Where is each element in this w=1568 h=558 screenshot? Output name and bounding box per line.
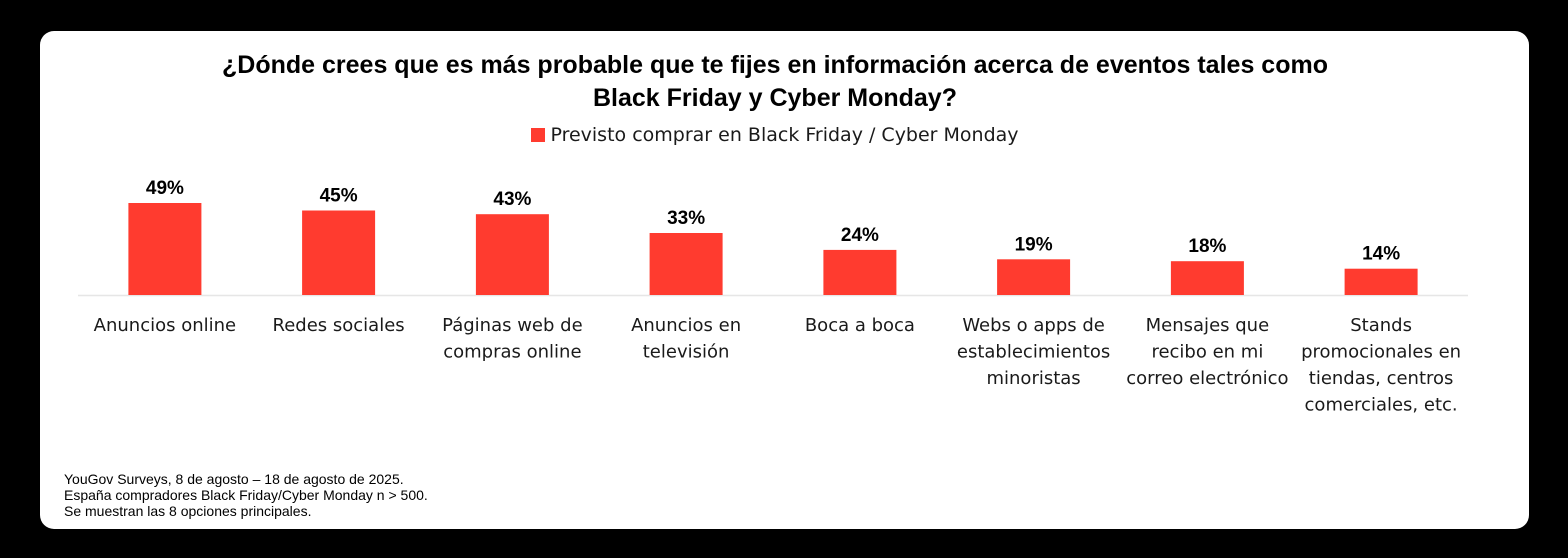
data-label: 43% bbox=[493, 189, 531, 210]
category-label-line: Stands bbox=[1350, 315, 1412, 336]
category-label-line: Mensajes que bbox=[1146, 315, 1270, 336]
category-label: Webs o apps de establecimientos minoristas bbox=[957, 315, 1110, 389]
category-label-line: Webs o apps de bbox=[962, 315, 1105, 336]
category-label: Redes sociales bbox=[273, 315, 405, 336]
bar bbox=[649, 233, 723, 295]
footnote: YouGov Surveys, 8 de agosto – 18 de agos… bbox=[64, 471, 428, 519]
category-label: Anuncios online bbox=[94, 315, 236, 336]
footnote-line-2: España compradores Black Friday/Cyber Mo… bbox=[64, 487, 428, 503]
category-label: Anuncios en televisión bbox=[631, 315, 741, 363]
category-label-line: comerciales, etc. bbox=[1305, 395, 1458, 416]
category-label-line: Páginas web de bbox=[442, 315, 582, 336]
chart-title-line-2: Black Friday y Cyber Monday? bbox=[592, 84, 957, 112]
legend-swatch bbox=[531, 128, 546, 142]
category-label: Boca a boca bbox=[805, 315, 915, 336]
bar bbox=[823, 249, 897, 295]
category-label: Mensajes que recibo en mi correo electróni… bbox=[1126, 315, 1288, 389]
data-label: 33% bbox=[667, 208, 705, 229]
bar-chart: 49% Anuncios online 45% Redes sociales 43% Pá… bbox=[78, 178, 1468, 416]
bar bbox=[128, 203, 202, 295]
data-label: 24% bbox=[841, 225, 879, 246]
data-label: 49% bbox=[146, 178, 184, 199]
category-label: Páginas web de compras online bbox=[442, 315, 582, 363]
legend-label: Previsto comprar en Black Friday / Cyber… bbox=[550, 124, 1019, 146]
category-label-line: recibo en mi bbox=[1151, 342, 1263, 363]
bar bbox=[475, 214, 549, 295]
chart-legend: Previsto comprar en Black Friday / Cyber… bbox=[40, 123, 1510, 147]
bar bbox=[302, 210, 376, 295]
category-label-line: televisión bbox=[643, 342, 730, 363]
category-label-line: establecimientos bbox=[957, 342, 1110, 363]
footnote-line-3: Se muestran las 8 opciones principales. bbox=[64, 503, 312, 519]
chart-title: ¿Dónde crees que es más probable que te … bbox=[40, 49, 1510, 115]
category-label-line: promocionales en bbox=[1301, 342, 1461, 363]
category-label-line: compras online bbox=[443, 342, 581, 363]
category-label-line: Boca a boca bbox=[805, 315, 915, 336]
category-label-line: Anuncios online bbox=[94, 315, 236, 336]
category-label-line: correo electrónico bbox=[1126, 368, 1288, 389]
data-label: 14% bbox=[1362, 244, 1400, 265]
data-label: 45% bbox=[320, 186, 358, 207]
chart-card: ¿Dónde crees que es más probable que te … bbox=[40, 31, 1529, 529]
data-label: 18% bbox=[1188, 236, 1226, 257]
category-label-line: minoristas bbox=[986, 368, 1080, 389]
category-label: Stands promocionales en tiendas, centros co… bbox=[1301, 315, 1461, 416]
category-label-line: tiendas, centros bbox=[1309, 368, 1454, 389]
bar bbox=[997, 259, 1071, 295]
category-label-line: Redes sociales bbox=[273, 315, 405, 336]
category-label-line: Anuncios en bbox=[631, 315, 741, 336]
bar bbox=[1170, 261, 1244, 295]
chart-title-line-1: ¿Dónde crees que es más probable que te … bbox=[222, 51, 1328, 79]
data-label: 19% bbox=[1015, 234, 1053, 255]
bar bbox=[1344, 268, 1418, 295]
footnote-line-1: YouGov Surveys, 8 de agosto – 18 de agos… bbox=[64, 471, 404, 487]
